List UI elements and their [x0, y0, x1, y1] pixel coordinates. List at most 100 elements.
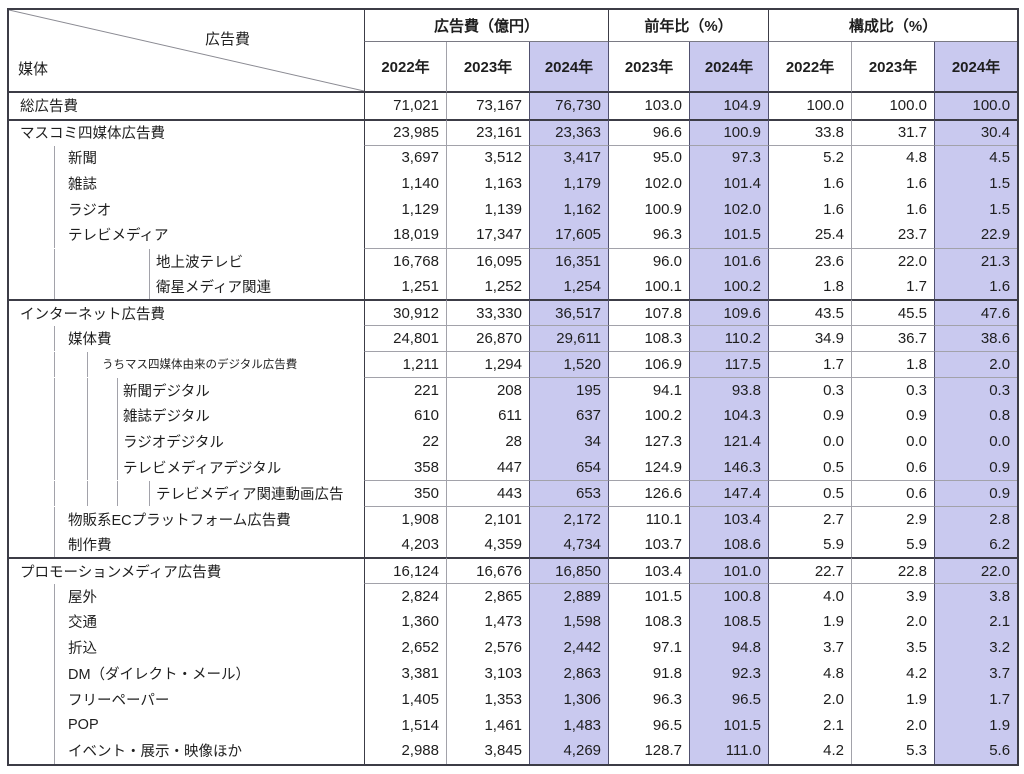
value-cell-2024: 100.2 [689, 273, 769, 300]
hierarchy-guide-line [117, 454, 118, 480]
value-cell: 0.5 [768, 454, 851, 480]
value-cell: 221 [364, 376, 446, 403]
value-cell: 2,101 [446, 505, 529, 532]
value-cell: 28 [446, 428, 529, 455]
row-label: 雑誌デジタル [9, 402, 364, 429]
value-cell: 5.9 [851, 531, 934, 558]
value-cell: 2.0 [851, 608, 934, 635]
media-label: イベント・展示・映像ほか [68, 744, 242, 761]
hierarchy-guide-line [87, 402, 88, 429]
partial-separator-line [54, 584, 364, 585]
value-cell-2024: 0.3 [934, 376, 1018, 403]
value-cell: 24,801 [364, 325, 446, 351]
value-cell: 1,473 [446, 608, 529, 635]
value-cell-2024: 104.9 [689, 93, 769, 119]
value-cell: 124.9 [608, 454, 689, 480]
value-cell: 100.1 [608, 273, 689, 300]
table-row: 新聞デジタル 221 208 195 94.1 93.8 0.3 0.3 0.3 [9, 376, 1018, 403]
value-cell: 108.3 [608, 608, 689, 635]
value-cell-2024: 22.0 [934, 557, 1018, 584]
value-cell: 22.0 [851, 247, 935, 274]
value-cell-2024: 2,863 [529, 660, 609, 687]
value-cell: 97.1 [608, 634, 689, 661]
row-label: ラジオ [9, 196, 364, 222]
value-cell: 96.0 [608, 247, 690, 274]
group-header-row: 広告費 媒体 広告費（億円） 前年比（%） 構成比（%） [9, 10, 1018, 93]
year-header-0: 2022年 [364, 42, 446, 93]
table-row: 屋外 2,824 2,865 2,889 101.5 100.8 4.0 3.9 3.8 [9, 583, 1018, 609]
value-cell-2024: 21.3 [934, 247, 1018, 274]
table-row: POP 1,514 1,461 1,483 96.5 101.5 2.1 2.0 1.9 [9, 712, 1018, 738]
hierarchy-guide-line [117, 428, 118, 455]
value-cell: 0.9 [768, 402, 851, 429]
row-label: テレビメディア関連動画広告 [9, 480, 364, 506]
partial-separator-line [149, 480, 364, 481]
media-label: 雑誌 [68, 176, 97, 193]
table-row: テレビメディア関連動画広告 350 443 653 126.6 147.4 0.5 0.6 0.… [9, 479, 1018, 506]
media-label: 折込 [68, 641, 97, 658]
value-cell: 1.6 [851, 196, 934, 222]
value-cell: 31.7 [851, 118, 935, 145]
value-cell-2024: 3.7 [934, 660, 1018, 687]
value-cell: 23.7 [851, 221, 934, 248]
value-cell-2024: 0.0 [934, 428, 1018, 455]
value-cell: 91.8 [608, 660, 689, 687]
value-cell: 0.3 [768, 376, 852, 403]
value-cell: 33,330 [446, 299, 529, 326]
hierarchy-guide-line [149, 480, 150, 506]
row-label: テレビメディアデジタル [9, 454, 364, 480]
hierarchy-guide-line [54, 248, 55, 274]
media-label: 総広告費 [20, 99, 78, 116]
value-cell-2024: 100.0 [934, 93, 1018, 119]
value-cell-2024: 97.3 [689, 144, 769, 171]
value-cell: 4.0 [768, 583, 852, 609]
value-cell: 4.8 [768, 660, 851, 687]
value-cell: 0.9 [851, 402, 934, 429]
value-cell: 16,124 [364, 557, 446, 584]
media-label: 媒体費 [68, 332, 112, 349]
media-label: 屋外 [68, 590, 97, 607]
value-cell: 2,576 [446, 634, 529, 661]
corner-label-rows: 媒体 [18, 61, 49, 78]
table-row: 交通 1,360 1,473 1,598 108.3 108.5 1.9 2.0 2.1 [9, 608, 1018, 635]
value-cell: 3,512 [446, 144, 529, 171]
row-label: 物販系ECプラットフォーム広告費 [9, 506, 364, 532]
value-cell: 5.2 [768, 144, 852, 171]
table-row: フリーペーパー 1,405 1,353 1,306 96.3 96.5 2.0 1.9 1.7 [9, 686, 1018, 713]
value-cell: 2.7 [768, 505, 852, 532]
value-cell-2024: 1,306 [529, 686, 609, 713]
value-cell-2024: 3.8 [934, 583, 1018, 609]
value-cell: 110.1 [608, 505, 690, 532]
value-cell: 2.0 [851, 712, 934, 738]
row-label: POP [9, 712, 364, 738]
value-cell: 350 [364, 479, 446, 506]
table-row: ラジオ 1,129 1,139 1,162 100.9 102.0 1.6 1.6 1.5 [9, 196, 1018, 222]
value-cell-2024: 16,351 [529, 247, 609, 274]
value-cell: 1.6 [768, 196, 851, 222]
value-cell-2024: 94.8 [689, 634, 769, 661]
hierarchy-guide-line [54, 480, 55, 506]
media-label: 雑誌デジタル [123, 408, 210, 425]
value-cell: 1,139 [446, 196, 529, 222]
value-cell: 22.8 [851, 557, 935, 584]
table-row: 雑誌 1,140 1,163 1,179 102.0 101.4 1.6 1.6 1.5 [9, 170, 1018, 197]
value-cell-2024: 5.6 [934, 737, 1018, 764]
value-cell: 103.0 [608, 93, 689, 119]
row-label: イベント・展示・映像ほか [9, 737, 364, 764]
value-cell: 2.0 [768, 686, 851, 713]
table-row: プロモーションメディア広告費 16,124 16,676 16,850 103.4 101… [9, 557, 1018, 584]
value-cell-2024: 1,254 [529, 273, 609, 300]
value-cell: 1.6 [768, 170, 851, 197]
value-cell: 95.0 [608, 144, 690, 171]
value-cell: 26,870 [446, 325, 529, 351]
value-cell-2024: 4,734 [529, 531, 609, 558]
value-cell-2024: 1.9 [934, 712, 1018, 738]
hierarchy-guide-line [117, 480, 118, 506]
row-label: マスコミ四媒体広告費 [9, 118, 364, 145]
media-label: 交通 [68, 615, 97, 632]
hierarchy-guide-line [87, 428, 88, 455]
value-cell-2024: 0.8 [934, 402, 1018, 429]
value-cell: 2.9 [851, 505, 935, 532]
partial-separator-line [117, 377, 364, 378]
value-cell-2024: 104.3 [689, 402, 769, 429]
